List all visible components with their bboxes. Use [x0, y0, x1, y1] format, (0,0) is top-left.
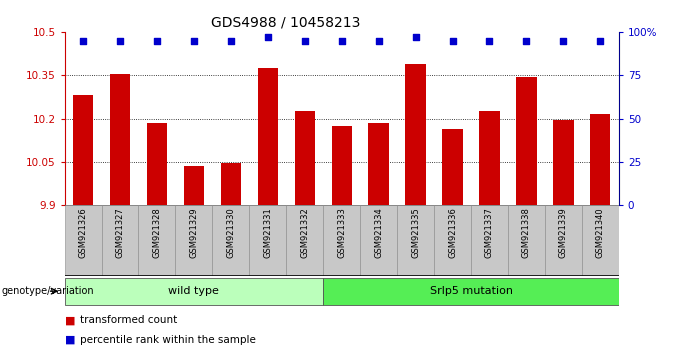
Bar: [479, 112, 500, 205]
Text: GSM921329: GSM921329: [190, 207, 199, 258]
Point: [484, 38, 495, 43]
Text: GSM921340: GSM921340: [596, 207, 605, 258]
Bar: [471, 205, 508, 276]
Bar: [323, 205, 360, 276]
Bar: [221, 164, 241, 205]
Bar: [139, 205, 175, 276]
Text: wild type: wild type: [169, 286, 220, 296]
Text: GSM921334: GSM921334: [374, 207, 383, 258]
Bar: [405, 64, 426, 205]
Text: GSM921332: GSM921332: [301, 207, 309, 258]
Point: [410, 34, 421, 40]
Bar: [397, 205, 434, 276]
Bar: [101, 205, 139, 276]
Text: genotype/variation: genotype/variation: [1, 286, 94, 296]
Bar: [73, 96, 93, 205]
Bar: [184, 166, 204, 205]
Bar: [590, 114, 611, 205]
Text: GSM921339: GSM921339: [559, 207, 568, 258]
Point: [78, 38, 88, 43]
Point: [521, 38, 532, 43]
Bar: [545, 205, 582, 276]
Bar: [516, 77, 537, 205]
Text: GSM921328: GSM921328: [152, 207, 161, 258]
Text: GSM921337: GSM921337: [485, 207, 494, 258]
Point: [114, 38, 125, 43]
Point: [262, 34, 273, 40]
Text: GSM921326: GSM921326: [79, 207, 88, 258]
Point: [447, 38, 458, 43]
Bar: [175, 205, 212, 276]
Point: [558, 38, 569, 43]
Bar: [250, 205, 286, 276]
Point: [299, 38, 310, 43]
Text: GSM921333: GSM921333: [337, 207, 346, 258]
Bar: [508, 205, 545, 276]
Bar: [360, 205, 397, 276]
Bar: [434, 205, 471, 276]
Bar: [369, 123, 389, 205]
Text: Srlp5 mutation: Srlp5 mutation: [430, 286, 513, 296]
Point: [337, 38, 347, 43]
Bar: [582, 205, 619, 276]
Bar: [323, 278, 619, 305]
Bar: [110, 74, 130, 205]
Bar: [258, 68, 278, 205]
Text: GSM921338: GSM921338: [522, 207, 531, 258]
Text: ■: ■: [65, 335, 75, 345]
Text: GSM921335: GSM921335: [411, 207, 420, 258]
Text: GSM921330: GSM921330: [226, 207, 235, 258]
Bar: [554, 120, 573, 205]
Point: [152, 38, 163, 43]
Text: percentile rank within the sample: percentile rank within the sample: [80, 335, 256, 345]
Bar: [443, 129, 462, 205]
Text: ■: ■: [65, 315, 75, 325]
Text: transformed count: transformed count: [80, 315, 177, 325]
Point: [188, 38, 199, 43]
Text: GSM921331: GSM921331: [263, 207, 272, 258]
Point: [595, 38, 606, 43]
Point: [226, 38, 237, 43]
Bar: [65, 205, 101, 276]
Bar: [212, 205, 250, 276]
Bar: [286, 205, 323, 276]
Bar: [294, 112, 315, 205]
Text: GSM921327: GSM921327: [116, 207, 124, 258]
Bar: [65, 278, 323, 305]
Text: GDS4988 / 10458213: GDS4988 / 10458213: [211, 16, 360, 30]
Point: [373, 38, 384, 43]
Text: GSM921336: GSM921336: [448, 207, 457, 258]
Bar: [332, 126, 352, 205]
Bar: [147, 123, 167, 205]
